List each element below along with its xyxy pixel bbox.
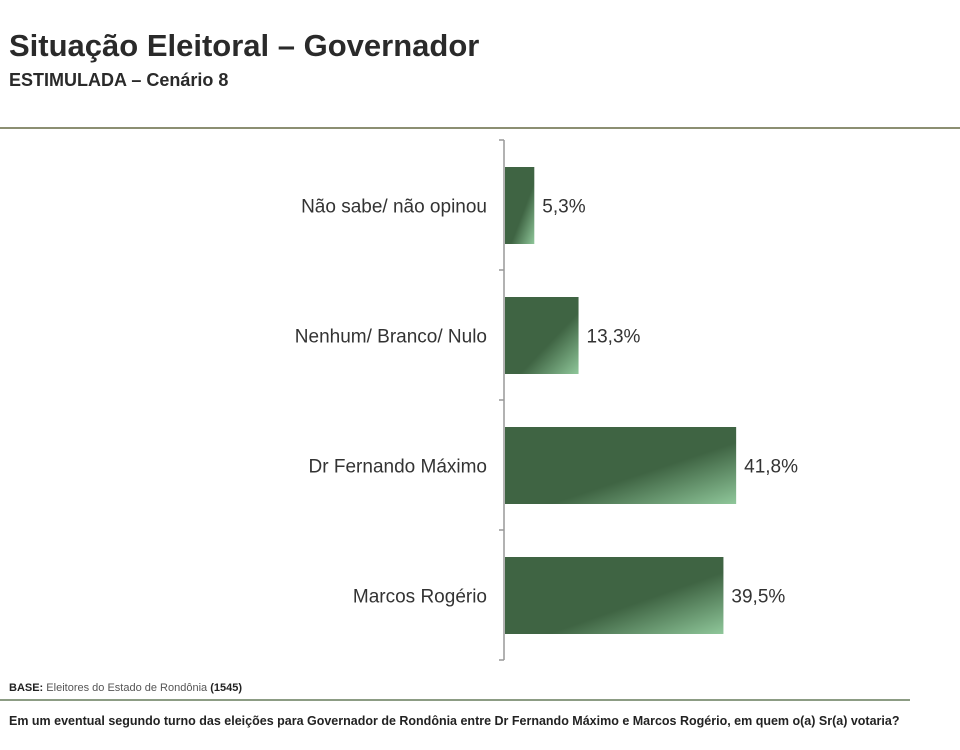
bar (505, 557, 724, 634)
page-title: Situação Eleitoral – Governador (9, 28, 480, 63)
data-label: 5,3% (542, 197, 585, 218)
footer-divider (0, 699, 910, 701)
data-label: 41,8% (744, 457, 798, 478)
category-label: Não sabe/ não opinou (301, 197, 487, 218)
category-label: Nenhum/ Branco/ Nulo (295, 327, 487, 348)
survey-question: Em um eventual segundo turno das eleiçõe… (9, 714, 900, 728)
page-subtitle: ESTIMULADA – Cenário 8 (9, 70, 229, 90)
bar (505, 167, 535, 244)
header-divider (0, 127, 960, 129)
category-label: Dr Fernando Máximo (309, 457, 487, 478)
bar (505, 297, 579, 374)
bar (505, 427, 737, 504)
category-label: Marcos Rogério (353, 587, 487, 608)
data-label: 39,5% (731, 587, 785, 608)
data-label: 13,3% (587, 327, 641, 348)
base-note: BASE: Eleitores do Estado de Rondônia (1… (9, 682, 242, 694)
